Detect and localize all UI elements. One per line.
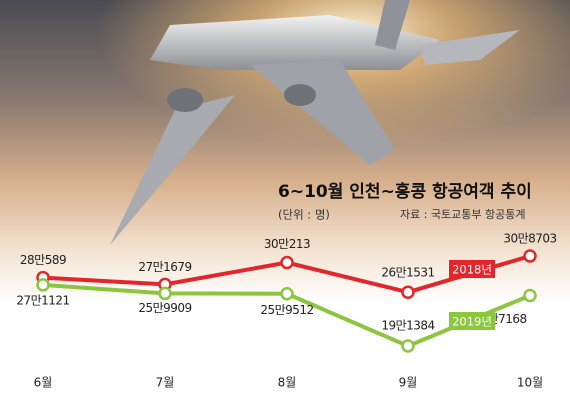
data-label: 25만9909 xyxy=(138,301,191,315)
data-point xyxy=(158,286,172,301)
legend-tag xyxy=(449,260,495,278)
data-label: 26만1531 xyxy=(381,266,434,280)
data-label: 27만1679 xyxy=(138,260,191,274)
data-label: 30만213 xyxy=(264,237,310,251)
data-point xyxy=(280,286,294,301)
chart-title: 6~10월 인천~홍콩 항공여객 추이 xyxy=(278,181,532,202)
legend-label: 2018년 xyxy=(452,263,492,277)
airplane xyxy=(110,0,520,245)
data-label: 28만589 xyxy=(20,253,66,267)
data-label: 19만1384 xyxy=(381,319,434,333)
source-label: 자료 : 국토교통부 항공통계 xyxy=(400,208,526,221)
data-point xyxy=(36,278,50,292)
data-label: 30만8703 xyxy=(503,232,556,246)
x-tick-label: 10월 xyxy=(517,376,543,390)
data-point xyxy=(401,339,415,353)
data-point xyxy=(280,255,294,270)
legend-label: 2019년 xyxy=(452,315,492,329)
x-tick-label: 9월 xyxy=(399,376,418,390)
data-point xyxy=(523,288,537,303)
x-tick-label: 6월 xyxy=(34,376,53,390)
unit-label: (단위 : 명) xyxy=(278,208,330,222)
data-label: 25만9512 xyxy=(260,303,313,317)
data-point xyxy=(401,285,415,299)
x-tick-label: 7월 xyxy=(156,376,175,390)
x-tick-label: 8월 xyxy=(278,376,297,390)
legend-tag xyxy=(449,312,495,330)
data-label: 27만1121 xyxy=(16,293,69,307)
data-point xyxy=(523,249,537,263)
